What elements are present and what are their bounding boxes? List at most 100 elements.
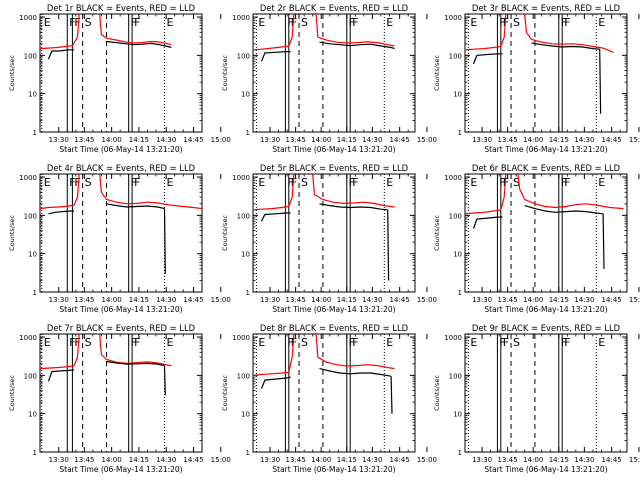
x-tick-label: 14:15 [549,136,569,144]
x-axis-label: Start Time (06-May-14 13:21:20) [484,465,607,474]
y-tick-label: 1 [33,449,37,457]
y-tick-label: 1000 [444,174,462,182]
series-events-line [260,376,291,389]
series-lld-line [39,13,80,50]
plot-panel-4: Det 4r BLACK = Events, RED = LLD 1 10 100 10… [8,163,231,314]
x-tick-label: 13:45 [286,136,306,144]
marker-label: S [85,176,92,189]
x-tick-label: 14:00 [311,296,331,304]
series-lld-line [312,173,395,208]
marker-label: E [470,16,477,29]
plot-title: Det 4r BLACK = Events, RED = LLD [47,163,195,173]
y-tick-label: 10 [28,411,37,419]
y-tick-label: 10 [241,411,250,419]
marker-label: E [258,16,265,29]
plot-frame [39,333,203,453]
x-tick-label: 14:30 [156,136,176,144]
x-tick-label: 13:30 [472,456,492,464]
x-axis-label: Start Time (06-May-14 13:21:20) [272,145,395,154]
marker-label: E [470,336,477,349]
series-events-line [472,53,503,65]
x-tick-label: 15:00 [211,456,231,464]
plot-frame [464,333,628,453]
y-tick-label: 1000 [232,14,250,22]
series-lld-line [99,173,203,210]
marker-label: F [74,16,80,29]
x-tick-label: 14:45 [390,456,410,464]
x-tick-label: 14:15 [129,136,149,144]
marker-label: E [386,176,393,189]
plot-frame [464,173,628,293]
x-tick-label: 14:30 [574,456,594,464]
x-tick-label: 13:45 [286,296,306,304]
marker-label: F [134,336,140,349]
x-tick-label: 13:45 [74,136,94,144]
plot-panel-5: Det 5r BLACK = Events, RED = LLD 1 10 100 10… [221,163,437,314]
y-tick-label: 100 [24,212,37,220]
plot-frame [39,13,203,133]
series-events-line [106,360,165,367]
marker-label: F [564,336,570,349]
marker-label: F [291,336,297,349]
marker-label: F [352,16,358,29]
series-events-line [387,209,390,281]
x-tick-label: 15:00 [211,296,231,304]
x-tick-label: 15:00 [211,136,231,144]
series-lld-line [464,13,507,51]
marker-label: F [134,176,140,189]
y-axis-label: Counts/sec [433,55,441,91]
x-tick-label: 13:30 [260,456,280,464]
marker-label: S [301,16,308,29]
y-tick-label: 10 [28,251,37,259]
series-lld-line [99,333,172,367]
x-tick-label: 13:30 [49,136,69,144]
marker-label: F [131,176,137,189]
marker-label: F [131,336,137,349]
x-tick-label: 14:00 [311,456,331,464]
plot-title: Det 3r BLACK = Events, RED = LLD [472,3,620,13]
series-events-line [319,203,388,211]
marker-label: F [561,16,567,29]
series-lld-line [252,173,295,211]
y-axis-label: Counts/sec [8,215,16,251]
series-lld-line [99,13,172,46]
series-lld-line [464,173,507,215]
series-events-line [319,41,395,50]
x-tick-label: 14:45 [390,296,410,304]
marker-label: F [287,16,293,29]
marker-label: F [561,176,567,189]
marker-label: S [513,176,520,189]
x-tick-label: 14:00 [102,456,122,464]
x-tick-label: 14:00 [523,136,543,144]
plot-panel-3: Det 3r BLACK = Events, RED = LLD 1 10 100 10… [433,3,640,154]
x-tick-label: 14:15 [337,456,357,464]
plot-title: Det 2r BLACK = Events, RED = LLD [260,3,408,13]
plot-panel-1: Det 1r BLACK = Events, RED = LLD 1 10 100 10… [8,3,231,154]
marker-label: E [598,176,605,189]
marker-label: E [470,176,477,189]
marker-label: F [499,176,505,189]
x-axis-label: Start Time (06-May-14 13:21:20) [484,305,607,314]
x-tick-label: 14:30 [362,136,382,144]
plot-frame [252,333,416,453]
plot-title: Det 7r BLACK = Events, RED = LLD [47,323,195,333]
y-tick-label: 10 [453,251,462,259]
y-axis-label: Counts/sec [8,375,16,411]
x-tick-label: 14:15 [549,456,569,464]
x-axis-label: Start Time (06-May-14 13:21:20) [272,305,395,314]
x-axis-label: Start Time (06-May-14 13:21:20) [59,465,182,474]
y-axis-label: Counts/sec [221,215,229,251]
marker-label: F [291,16,297,29]
plot-panel-7: Det 7r BLACK = Events, RED = LLD 1 10 100 10… [8,323,231,474]
marker-label: F [131,16,137,29]
x-tick-label: 14:45 [602,136,622,144]
plot-title: Det 5r BLACK = Events, RED = LLD [260,163,408,173]
x-tick-label: 13:45 [498,296,518,304]
y-tick-label: 10 [241,91,250,99]
y-tick-label: 1000 [19,14,37,22]
x-tick-label: 15:00 [417,296,437,304]
series-events-line [106,40,172,49]
marker-label: S [85,336,92,349]
marker-label: E [258,336,265,349]
marker-label: F [564,16,570,29]
